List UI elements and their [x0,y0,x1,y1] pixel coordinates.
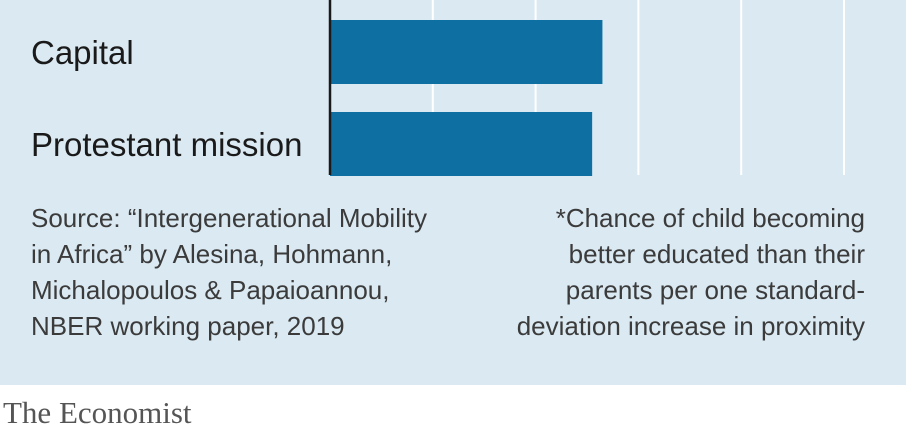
bar-capital [330,20,603,84]
footnote-line: *Chance of child becoming [555,203,865,233]
category-label: Protestant mission [31,126,302,163]
source-line: NBER working paper, 2019 [31,311,345,341]
bar-protestant-mission [330,112,593,176]
source-note: Source: “Intergenerational Mobility in A… [31,200,427,344]
source-line: Source: “Intergenerational Mobility [31,203,427,233]
brand-logo-text: The Economist [3,395,192,430]
source-line: Michalopoulos & Papaioannou, [31,275,390,305]
category-labels: Capital Protestant mission [31,34,302,163]
footnote-line: parents per one standard- [565,275,865,305]
footnote: *Chance of child becoming better educate… [517,200,865,344]
footnote-line: better educated than their [568,239,865,269]
source-line: in Africa” by Alesina, Hohmann, [31,239,393,269]
footnote-line: deviation increase in proximity [516,311,865,341]
category-label: Capital [31,34,134,71]
bars [330,20,603,176]
bar-chart: Capital Protestant mission [31,0,845,176]
